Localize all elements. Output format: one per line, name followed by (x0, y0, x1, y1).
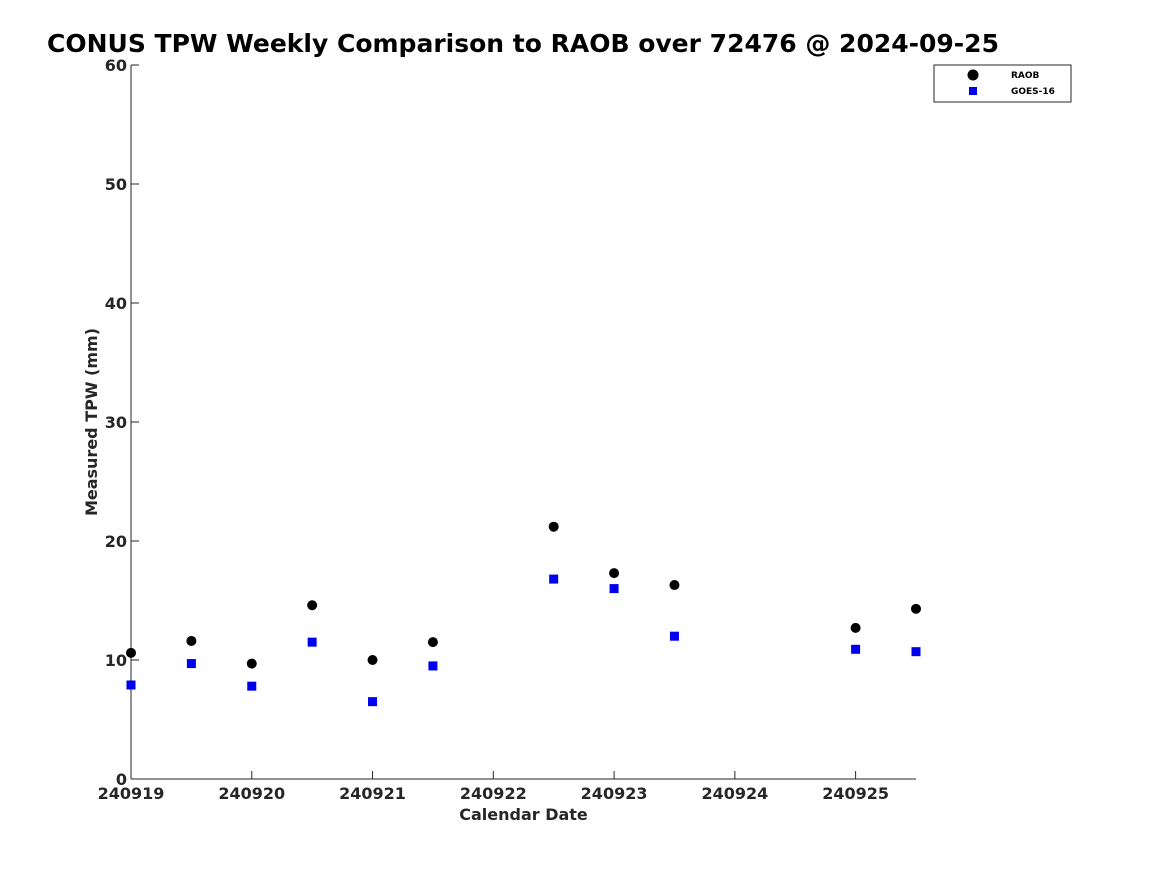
y-tick-label: 10 (105, 651, 127, 670)
legend-box (933, 64, 1072, 103)
raob-point (609, 568, 620, 579)
raob-point (548, 521, 559, 532)
raob-point (186, 635, 197, 646)
x-tick-label: 240919 (98, 784, 165, 803)
legend-raob-marker (967, 69, 979, 81)
raob-point (850, 622, 861, 633)
goes-16-point (609, 584, 619, 594)
goes-16-point (126, 680, 136, 690)
y-tick-label: 60 (105, 56, 127, 75)
goes-16-point (186, 659, 196, 669)
x-tick-label: 240925 (822, 784, 889, 803)
goes-16-point (307, 637, 317, 647)
y-tick-label: 50 (105, 175, 127, 194)
y-axis-label: Measured TPW (mm) (82, 328, 101, 516)
legend-goes-16-marker (969, 87, 977, 95)
raob-point (911, 603, 921, 614)
x-tick-label: 240921 (339, 784, 406, 803)
goes-16-point (911, 647, 921, 657)
y-ticks: 0 10 20 30 40 50 60 (105, 56, 139, 789)
goes-16-point (549, 574, 559, 584)
y-tick-label: 20 (105, 532, 127, 551)
goes-16-point (428, 661, 438, 671)
chart-title: CONUS TPW Weekly Comparison to RAOB over… (47, 29, 999, 58)
legend-raob-label: RAOB (1011, 71, 1040, 81)
axes (130, 65, 916, 780)
legend: RAOB GOES-16 (933, 64, 1072, 103)
x-tick-label: 240924 (701, 784, 768, 803)
x-tick-label: 240920 (218, 784, 285, 803)
goes-16-point (851, 644, 861, 654)
x-ticks: 240919 240920 240921 240922 240923 240924 2409… (98, 771, 889, 803)
raob-point (126, 647, 136, 658)
raob-point (367, 655, 378, 665)
x-tick-label: 240923 (581, 784, 648, 803)
goes-16-point (368, 697, 378, 707)
y-tick-label: 30 (105, 413, 127, 432)
goes-16-point (247, 681, 257, 691)
legend-goes-16-label: GOES-16 (1011, 87, 1055, 97)
raob-point (307, 600, 318, 611)
raob-point (246, 658, 257, 669)
x-tick-label: 240922 (460, 784, 527, 803)
y-tick-label: 0 (116, 770, 127, 789)
data-points (126, 521, 921, 707)
x-axis-label: Calendar Date (459, 805, 588, 824)
raob-point (427, 637, 438, 648)
raob-point (669, 580, 680, 591)
goes-16-point (669, 631, 679, 641)
y-tick-label: 40 (105, 294, 127, 313)
